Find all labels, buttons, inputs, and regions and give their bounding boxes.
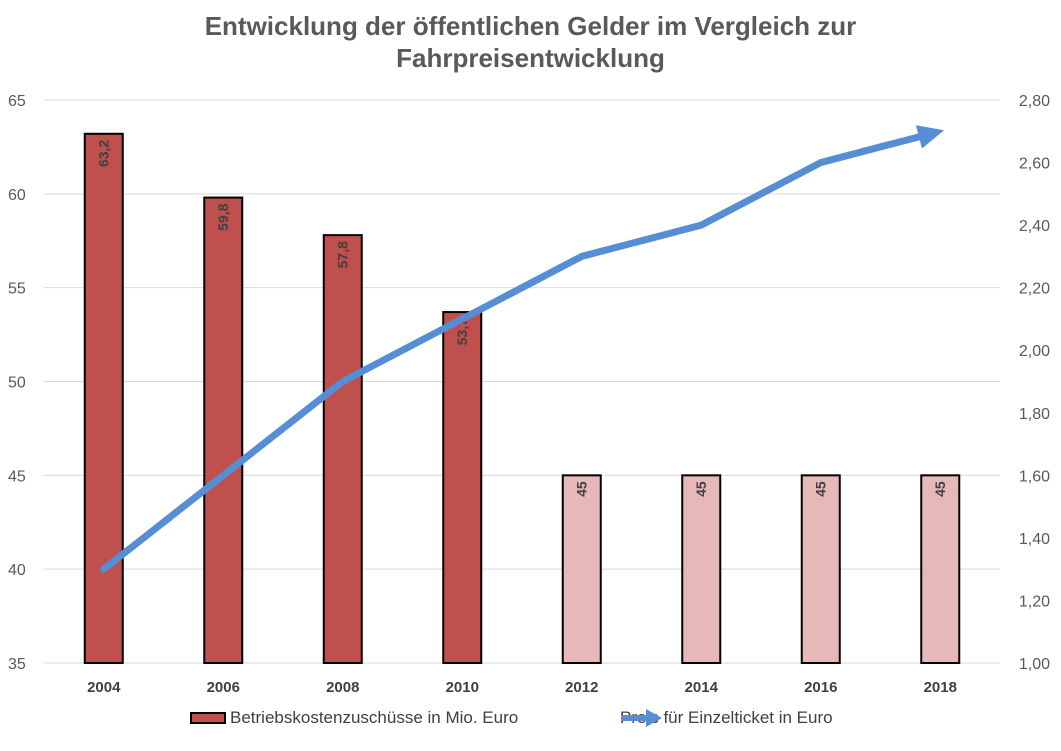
x-tick-label: 2008 — [326, 679, 359, 696]
bar — [920, 474, 961, 665]
y-left-tick-label: 55 — [8, 281, 26, 298]
bar-data-label: 45 — [813, 481, 829, 497]
y-left-tick-label: 35 — [8, 656, 26, 673]
x-tick-label: 2004 — [87, 679, 121, 696]
bar-data-label: 45 — [574, 481, 590, 497]
y-right-tick-label: 2,20 — [1019, 281, 1050, 298]
y-left-tick-label: 45 — [8, 468, 26, 485]
chart-title-line-2: Fahrpreisentwicklung — [396, 43, 665, 73]
bar-data-label: 59,8 — [215, 203, 231, 230]
y-left-tick-label: 60 — [8, 187, 26, 204]
price-line — [100, 132, 925, 573]
chart-title: Entwicklung der öffentlichen Gelder im V… — [0, 10, 1061, 74]
y-left-tick-label: 50 — [8, 375, 26, 392]
legend-item-bars: Betriebskostenzuschüsse in Mio. Euro — [190, 708, 518, 728]
bar — [83, 132, 124, 664]
y-right-tick-label: 1,80 — [1019, 406, 1050, 423]
x-tick-label: 2010 — [446, 679, 479, 696]
y-right-tick-label: 2,00 — [1019, 343, 1050, 360]
bar — [561, 474, 602, 665]
bar-data-label: 45 — [932, 481, 948, 497]
legend: Betriebskostenzuschüsse in Mio. Euro Pre… — [0, 708, 1061, 736]
y-left-tick-label: 65 — [8, 93, 26, 110]
y-right-tick-label: 1,00 — [1019, 656, 1050, 673]
bar — [442, 311, 483, 664]
bar — [800, 474, 841, 665]
x-tick-label: 2014 — [685, 679, 719, 696]
bar-data-label: 57,8 — [335, 241, 351, 268]
y-right-tick-label: 1,20 — [1019, 593, 1050, 610]
legend-item-line: Preis für Einzelticket in Euro — [620, 708, 833, 728]
x-tick-label: 2018 — [924, 679, 957, 696]
bar — [203, 196, 244, 664]
y-right-tick-label: 1,60 — [1019, 468, 1050, 485]
legend-label-line: Preis für Einzelticket in Euro — [620, 708, 833, 727]
x-tick-label: 2012 — [565, 679, 598, 696]
y-left-tick-label: 40 — [8, 562, 26, 579]
y-right-tick-label: 2,80 — [1019, 93, 1050, 110]
y-right-tick-label: 1,40 — [1019, 531, 1050, 548]
bar-data-label: 63,2 — [96, 140, 112, 167]
legend-line-swatch — [622, 709, 662, 727]
price-line-arrowhead — [915, 125, 945, 149]
x-tick-label: 2016 — [804, 679, 837, 696]
y-right-tick-label: 2,60 — [1019, 156, 1050, 173]
x-tick-label: 2006 — [207, 679, 240, 696]
bar — [322, 234, 363, 664]
legend-bar-swatch — [190, 712, 226, 724]
legend-label-bars: Betriebskostenzuschüsse in Mio. Euro — [230, 708, 519, 727]
y-right-tick-label: 2,40 — [1019, 218, 1050, 235]
bar — [681, 474, 722, 665]
chart-title-line-1: Entwicklung der öffentlichen Gelder im V… — [204, 11, 857, 41]
bar-data-label: 45 — [693, 481, 709, 497]
